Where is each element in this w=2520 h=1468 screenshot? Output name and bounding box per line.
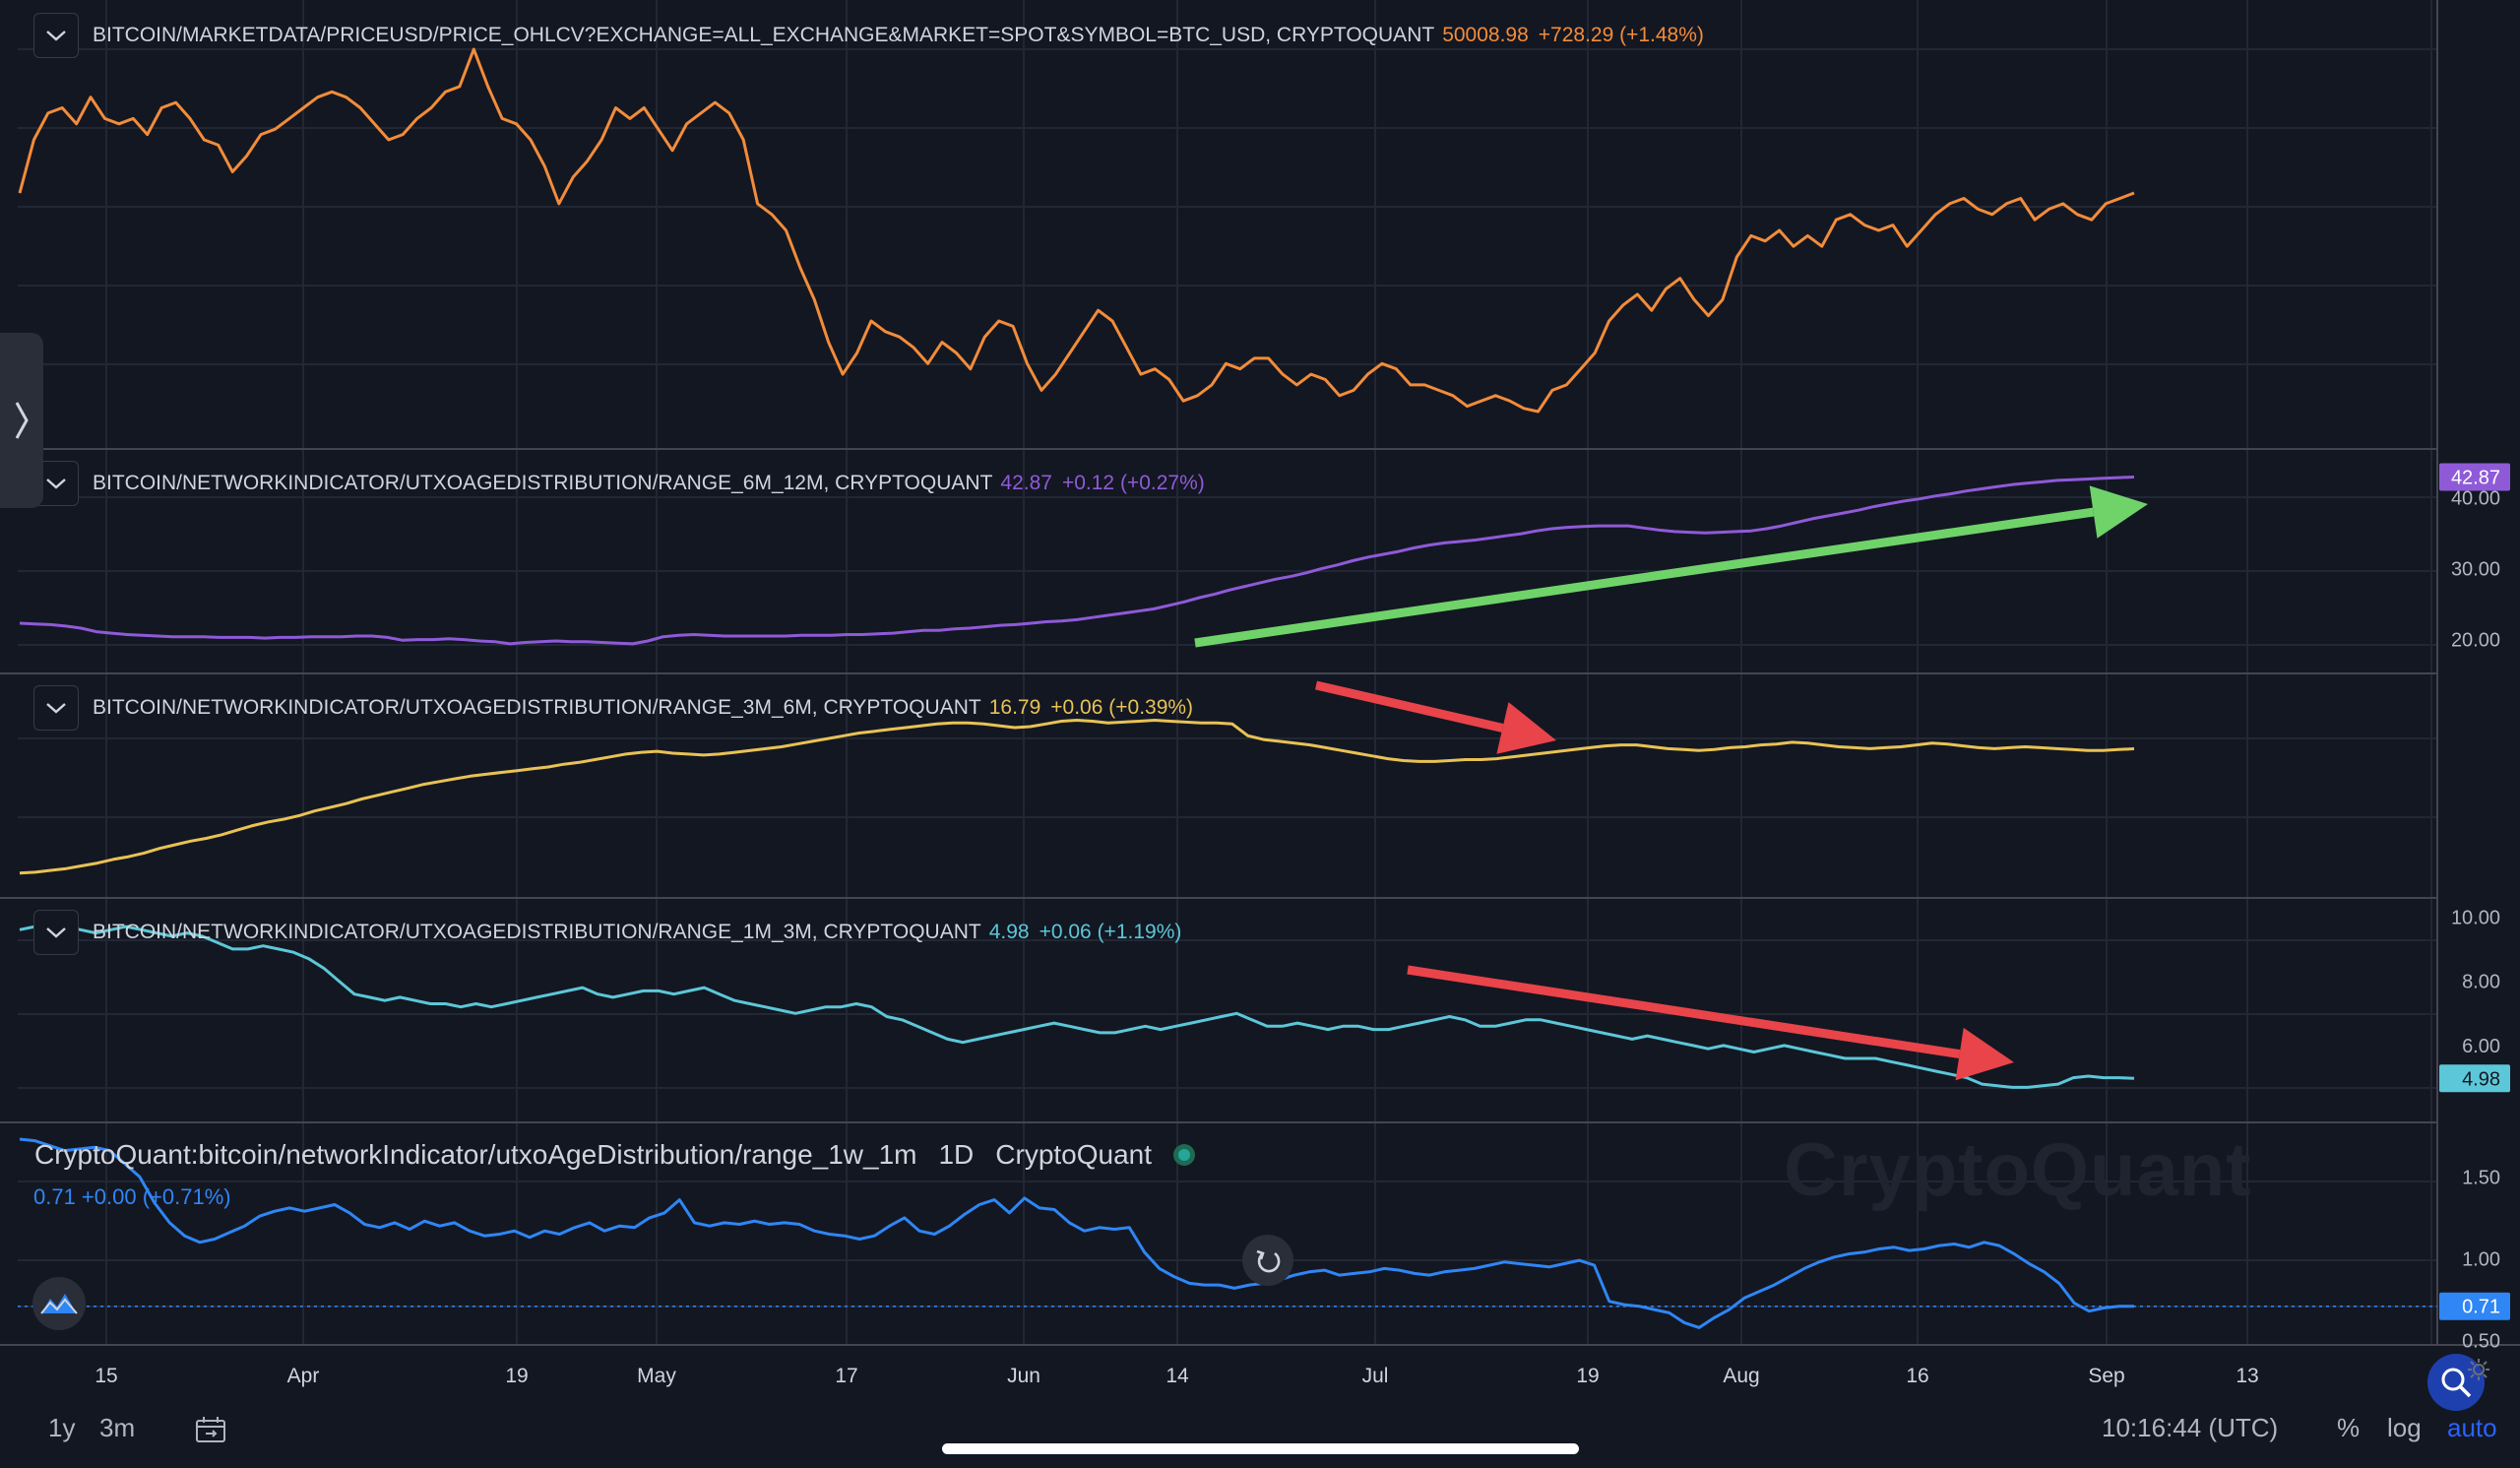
- trend-arrow-up-head: [2089, 485, 2148, 539]
- price-axis-tick: 40.00: [2451, 487, 2500, 509]
- price-axis-tick: 6.00: [2462, 1036, 2500, 1057]
- series-line-1: [19, 476, 2135, 646]
- price-axis-tick: 1.50: [2462, 1167, 2500, 1188]
- chart-type-button[interactable]: [32, 1277, 86, 1330]
- price-panel-collapse-button[interactable]: [33, 13, 79, 58]
- price-axis-tick: 0.50: [2462, 1331, 2500, 1353]
- date-range-button[interactable]: [194, 1415, 227, 1449]
- time-axis-tick: Jun: [1007, 1365, 1040, 1387]
- search-icon: [2441, 1368, 2472, 1398]
- time-axis-tick: 17: [835, 1365, 857, 1387]
- last-value-badge-label: 0.71: [2462, 1297, 2500, 1318]
- time-axis-tick: 19: [505, 1365, 528, 1387]
- time-axis-tick: Apr: [287, 1365, 320, 1387]
- main-series-interval: 1D: [938, 1139, 975, 1170]
- price-panel-change: +728.29 (+1.48%): [1538, 24, 1704, 46]
- chevron-down-icon: [46, 31, 66, 41]
- time-axis-tick: 13: [2236, 1365, 2258, 1387]
- time-axis-tick: 16: [1906, 1365, 1928, 1387]
- cryptoquant-watermark: CryptoQuant: [1784, 1128, 2252, 1212]
- price-axis-tick: 1.00: [2462, 1248, 2500, 1270]
- range-1m-3m-collapse-button[interactable]: [33, 910, 79, 955]
- main-series-source: CryptoQuant: [995, 1139, 1153, 1170]
- chevron-down-icon: [46, 703, 66, 714]
- range-1m-3m-value: 4.98: [988, 921, 1030, 943]
- home-indicator: [942, 1443, 1579, 1454]
- chevron-right-icon: [15, 402, 29, 439]
- series-line-0: [18, 47, 2135, 414]
- range-3m-button[interactable]: 3m: [99, 1413, 136, 1442]
- time-axis-tick: Jul: [1362, 1365, 1389, 1387]
- auto-scale-button[interactable]: auto: [2447, 1413, 2497, 1442]
- price-axis-tick: 8.00: [2462, 972, 2500, 993]
- last-value-badge: [2439, 1064, 2510, 1093]
- main-series-value-line: 0.71 +0.00 (+0.71%): [33, 1184, 231, 1209]
- series-line-4: [19, 1137, 2134, 1329]
- settings-button[interactable]: [2466, 1357, 2491, 1382]
- price-panel-legend: BITCOIN/MARKETDATA/PRICEUSD/PRICE_OHLCV?…: [33, 13, 1704, 58]
- chevron-down-icon: [46, 927, 66, 938]
- range-3m-6m-legend: BITCOIN/NETWORKINDICATOR/UTXOAGEDISTRIBU…: [33, 685, 1193, 731]
- reset-chart-button[interactable]: [1242, 1235, 1293, 1286]
- series-line-2: [19, 719, 2135, 875]
- gear-icon: [2468, 1359, 2489, 1380]
- last-value-badge: [2439, 1292, 2510, 1320]
- price-axis-tick: 30.00: [2451, 558, 2500, 580]
- chevron-down-icon: [46, 479, 66, 489]
- trend-arrow-down-3m-6m-shaft: [1314, 680, 1504, 733]
- range-1m-3m-change: +0.06 (+1.19%): [1039, 921, 1182, 943]
- date-range-icon: [196, 1417, 225, 1442]
- time-axis-tick: Sep: [2088, 1365, 2124, 1387]
- trend-arrow-down-1m-3m-head: [1955, 1027, 2014, 1081]
- price-panel-value: 50008.98: [1442, 24, 1529, 46]
- range-6m-12m-title: BITCOIN/NETWORKINDICATOR/UTXOAGEDISTRIBU…: [93, 472, 993, 494]
- range-3m-6m-collapse-button[interactable]: [33, 685, 79, 731]
- range-1y-button[interactable]: 1y: [48, 1413, 76, 1442]
- utc-clock: 10:16:44 (UTC): [2102, 1413, 2279, 1442]
- range-6m-12m-legend: BITCOIN/NETWORKINDICATOR/UTXOAGEDISTRIBU…: [33, 461, 1205, 506]
- main-series-legend: CryptoQuant:bitcoin/networkIndicator/utx…: [34, 1139, 1196, 1171]
- trend-arrow-down-1m-3m-shaft: [1407, 965, 1961, 1059]
- range-3m-6m-title: BITCOIN/NETWORKINDICATOR/UTXOAGEDISTRIBU…: [93, 696, 981, 719]
- last-value-badge: [2439, 463, 2510, 491]
- time-axis-tick: 14: [1166, 1365, 1189, 1387]
- reset-icon: [1256, 1249, 1281, 1273]
- time-axis-tick: May: [637, 1365, 676, 1387]
- trend-arrow-down-3m-6m-head: [1496, 702, 1556, 754]
- main-series-title: CryptoQuant:bitcoin/networkIndicator/utx…: [34, 1139, 917, 1170]
- zoom-search-button[interactable]: [2427, 1354, 2485, 1411]
- sidebar-toggle[interactable]: [0, 333, 43, 508]
- last-value-badge-label: 42.87: [2451, 468, 2500, 489]
- percent-scale-button[interactable]: %: [2337, 1413, 2361, 1442]
- time-axis-tick: 15: [94, 1365, 117, 1387]
- range-1m-3m-legend: BITCOIN/NETWORKINDICATOR/UTXOAGEDISTRIBU…: [33, 910, 1181, 955]
- trend-arrow-up-shaft: [1194, 507, 2095, 648]
- time-axis-tick: Aug: [1723, 1365, 1759, 1387]
- price-axis-tick: 20.00: [2451, 630, 2500, 652]
- status-dot-icon: [1173, 1144, 1196, 1166]
- range-6m-12m-change: +0.12 (+0.27%): [1061, 472, 1205, 494]
- range-3m-6m-change: +0.06 (+0.39%): [1050, 696, 1194, 719]
- price-axis-tick: 10.00: [2451, 907, 2500, 928]
- range-3m-6m-value: 16.79: [988, 696, 1041, 719]
- log-scale-button[interactable]: log: [2387, 1413, 2422, 1442]
- time-axis-tick: 19: [1576, 1365, 1599, 1387]
- range-6m-12m-value: 42.87: [1000, 472, 1052, 494]
- cryptoquant-logo-icon: [40, 1294, 78, 1314]
- series-line-3: [19, 922, 2135, 1089]
- range-1m-3m-title: BITCOIN/NETWORKINDICATOR/UTXOAGEDISTRIBU…: [93, 921, 981, 943]
- last-value-badge-label: 4.98: [2462, 1068, 2500, 1090]
- price-panel-title: BITCOIN/MARKETDATA/PRICEUSD/PRICE_OHLCV?…: [93, 24, 1435, 46]
